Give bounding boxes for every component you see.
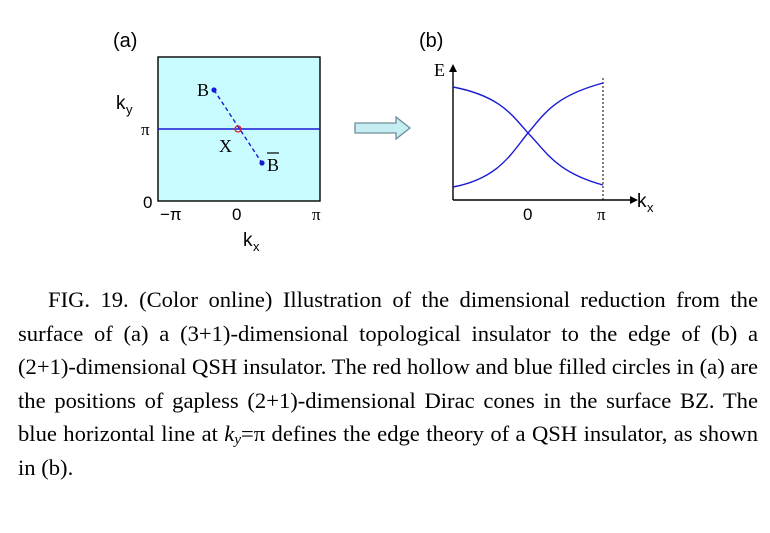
caption-k-subscript: y bbox=[234, 432, 241, 449]
point-x-hollow-circle bbox=[234, 125, 242, 133]
panel-b-kx-subscript: x bbox=[647, 200, 654, 215]
caption-fig-label: FIG. 19. bbox=[48, 287, 129, 312]
panel-a: (a) B X B k y π 0 −π 0 π k x bbox=[113, 30, 321, 254]
panel-b: (b) E k x 0 π bbox=[419, 30, 654, 224]
kx-tick-pi: π bbox=[312, 205, 321, 224]
figure: (a) B X B k y π 0 −π 0 π k x (b) E k x bbox=[113, 30, 654, 254]
edge-band-falling bbox=[452, 86, 604, 186]
e-axis-label: E bbox=[434, 60, 445, 80]
reduction-arrow bbox=[354, 115, 412, 141]
panel-b-tick-pi: π bbox=[597, 205, 606, 224]
kx-axis-label: k bbox=[243, 230, 253, 251]
ky-axis-label: k bbox=[116, 93, 126, 114]
panel-b-label: (b) bbox=[419, 30, 443, 52]
ky-tick-zero: 0 bbox=[143, 193, 152, 212]
caption-k-symbol: k bbox=[224, 421, 235, 447]
panel-b-kx-label: k bbox=[637, 191, 647, 212]
point-b-dot bbox=[211, 87, 217, 93]
figure-caption: FIG. 19. (Color online) Illustration of … bbox=[18, 283, 758, 485]
caption-text-1: (Color online) Illustration of the dimen… bbox=[18, 287, 758, 447]
point-b-bar-label: B bbox=[267, 155, 279, 175]
panel-a-label: (a) bbox=[113, 30, 137, 52]
caption-text-2: defines the edge theory of a QSH insulat… bbox=[18, 421, 758, 480]
caption-equals-pi: =π bbox=[240, 421, 266, 447]
kx-tick-neg-pi: −π bbox=[160, 205, 182, 224]
panel-b-tick-zero: 0 bbox=[523, 205, 532, 224]
point-b-bar-dot bbox=[259, 160, 265, 166]
ky-tick-pi: π bbox=[141, 120, 150, 139]
ky-axis-subscript: y bbox=[126, 102, 133, 117]
point-x-label: X bbox=[219, 136, 232, 156]
kx-tick-zero: 0 bbox=[232, 205, 241, 224]
edge-band-rising bbox=[452, 82, 604, 188]
kx-axis-subscript: x bbox=[253, 239, 260, 254]
point-b-label: B bbox=[197, 80, 209, 100]
